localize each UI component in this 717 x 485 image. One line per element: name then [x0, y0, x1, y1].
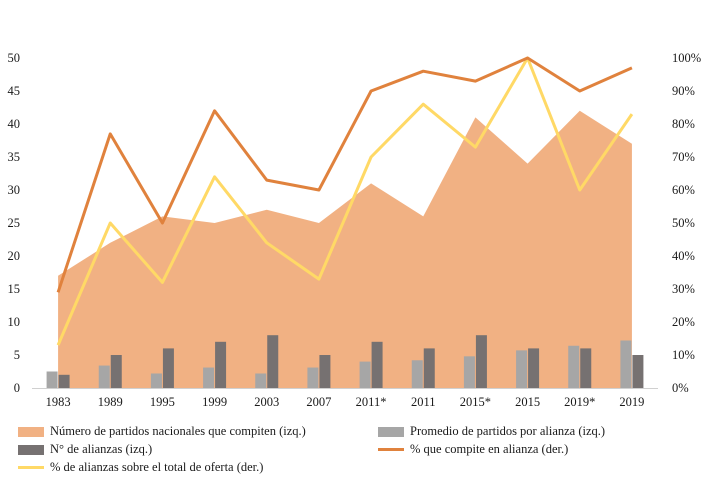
- bar-promedio: [516, 350, 528, 388]
- left-tick-label: 0: [14, 381, 20, 395]
- legend-swatch-light-bar: [378, 426, 404, 437]
- right-tick-label: 30%: [672, 282, 695, 296]
- bar-alianzas: [215, 341, 227, 388]
- x-tick-label: 2003: [254, 395, 279, 409]
- bar-alianzas: [58, 374, 70, 388]
- bar-alianzas: [267, 335, 279, 388]
- bar-promedio: [620, 340, 632, 388]
- bar-alianzas: [319, 355, 331, 388]
- bar-alianzas: [162, 348, 174, 388]
- x-tick-label: 2007: [306, 395, 331, 409]
- bar-promedio: [98, 365, 110, 388]
- bar-alianzas: [423, 348, 435, 388]
- left-tick-label: 10: [8, 315, 21, 329]
- left-tick-label: 5: [14, 348, 20, 362]
- x-tick-label: 1999: [202, 395, 227, 409]
- x-tick-label: 2011: [411, 395, 436, 409]
- legend-label: N° de alianzas (izq.): [50, 442, 153, 456]
- right-tick-label: 40%: [672, 249, 695, 263]
- bar-promedio: [411, 360, 423, 388]
- bar-promedio: [307, 367, 319, 388]
- right-tick-label: 100%: [672, 51, 701, 65]
- legend-item-oferta: % de alianzas sobre el total de oferta (…: [18, 460, 263, 475]
- right-tick-label: 20%: [672, 315, 695, 329]
- right-tick-label: 10%: [672, 348, 695, 362]
- right-tick-label: 60%: [672, 183, 695, 197]
- legend-label: Número de partidos nacionales que compit…: [50, 424, 306, 438]
- legend-swatch-yellow-line: [18, 466, 44, 469]
- left-tick-label: 45: [8, 84, 21, 98]
- bar-alianzas: [110, 355, 122, 388]
- right-tick-label: 90%: [672, 84, 695, 98]
- left-tick-label: 20: [8, 249, 21, 263]
- bar-promedio: [203, 367, 215, 388]
- left-tick-label: 25: [8, 216, 21, 230]
- legend-swatch-area: [18, 426, 44, 437]
- left-tick-label: 30: [8, 183, 21, 197]
- right-tick-label: 0%: [672, 381, 689, 395]
- bar-promedio: [359, 361, 371, 388]
- right-tick-label: 80%: [672, 117, 695, 131]
- bar-promedio: [46, 371, 58, 388]
- legend-swatch-orange-line: [378, 448, 404, 451]
- bar-promedio: [255, 373, 267, 388]
- bar-promedio: [568, 345, 580, 388]
- legend-item-partidos: Número de partidos nacionales que compit…: [18, 424, 306, 439]
- legend-swatch-dark-bar: [18, 444, 44, 455]
- legend-item-promedio: Promedio de partidos por alianza (izq.): [378, 424, 605, 439]
- legend-label: % que compite en alianza (der.): [410, 442, 569, 456]
- x-tick-label: 1995: [150, 395, 175, 409]
- left-tick-label: 40: [8, 117, 21, 131]
- bar-alianzas: [371, 341, 383, 388]
- legend-label: Promedio de partidos por alianza (izq.): [410, 424, 606, 438]
- right-tick-label: 70%: [672, 150, 695, 164]
- left-tick-label: 35: [8, 150, 21, 164]
- x-tick-label: 1983: [46, 395, 71, 409]
- left-tick-label: 15: [8, 282, 21, 296]
- area-partidos: [58, 110, 632, 389]
- x-tick-label: 1989: [98, 395, 123, 409]
- bar-promedio: [463, 356, 475, 388]
- left-tick-label: 50: [8, 51, 21, 65]
- x-tick-label: 2015*: [460, 395, 491, 409]
- bar-alianzas: [528, 348, 540, 388]
- x-tick-label: 2015: [515, 395, 540, 409]
- right-tick-label: 50%: [672, 216, 695, 230]
- combo-chart: 0 5 10 15 20 25 30 35 40 45 50 0% 10% 20% 30% 40% 50% 60%…: [8, 51, 702, 409]
- x-tick-label: 2019: [619, 395, 644, 409]
- x-tick-label: 2011*: [356, 395, 387, 409]
- bar-alianzas: [475, 335, 487, 388]
- legend-item-alianzas: N° de alianzas (izq.): [18, 442, 152, 457]
- legend-item-compite: % que compite en alianza (der.): [378, 442, 568, 457]
- bar-alianzas: [580, 348, 592, 388]
- bar-alianzas: [632, 355, 644, 388]
- line-oferta: [56, 56, 634, 346]
- bar-promedio: [150, 373, 162, 388]
- legend-label: % de alianzas sobre el total de oferta (…: [50, 460, 264, 474]
- x-tick-label: 2019*: [564, 395, 595, 409]
- line-compite: [56, 56, 633, 293]
